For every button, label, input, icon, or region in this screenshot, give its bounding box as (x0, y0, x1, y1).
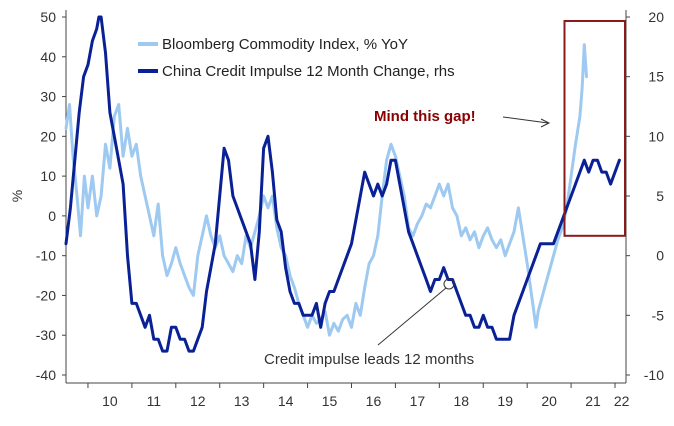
right-y-tick-label: 10 (648, 128, 664, 144)
left-y-tick-label: 30 (40, 89, 56, 105)
legend-label-bloomberg: Bloomberg Commodity Index, % YoY (162, 36, 408, 53)
legend: Bloomberg Commodity Index, % YoY China C… (138, 36, 455, 80)
right-y-axis-ticks: 20 15 10 5 0 -5 -10 (626, 9, 664, 383)
series-line-china-credit-impulse (64, 15, 621, 353)
x-tick-label: 12 (190, 393, 206, 409)
x-tick-label: 10 (102, 393, 118, 409)
left-y-tick-label: 50 (40, 9, 56, 25)
credit-lead-annotation: Credit impulse leads 12 months (264, 351, 474, 368)
right-y-tick-label: 15 (648, 69, 664, 85)
x-axis-ticks: 10 11 12 13 14 15 16 17 18 19 20 21 22 (87, 383, 630, 409)
x-tick-label: 11 (147, 393, 162, 409)
x-tick-label: 22 (614, 393, 630, 409)
mind-gap-arrowhead (540, 118, 551, 128)
x-tick-label: 21 (585, 393, 601, 409)
left-y-tick-label: 10 (40, 168, 56, 184)
x-tick-label: 14 (278, 393, 294, 409)
mind-gap-annotation: Mind this gap! (374, 108, 476, 125)
left-y-axis-ticks: 50 40 30 20 10 0 -10 -20 -30 -40 (36, 9, 66, 383)
x-tick-label: 16 (366, 393, 382, 409)
series-line-bloomberg-commodity (64, 43, 588, 337)
right-y-tick-label: 20 (648, 9, 664, 25)
left-y-tick-label: -20 (36, 287, 56, 303)
x-tick-label: 17 (410, 393, 426, 409)
right-y-tick-label: -10 (644, 367, 664, 383)
left-y-tick-label: -10 (36, 248, 56, 264)
left-y-tick-label: 20 (40, 128, 56, 144)
x-tick-label: 20 (541, 393, 557, 409)
right-y-tick-label: -5 (652, 307, 665, 323)
left-y-axis-label: % (9, 190, 25, 202)
mind-gap-arrow (502, 116, 549, 124)
credit-lead-marker (443, 278, 455, 290)
left-y-tick-label: 0 (48, 208, 56, 224)
x-tick-label: 18 (454, 393, 470, 409)
credit-lead-pointer (377, 287, 447, 346)
highlight-box (563, 20, 626, 237)
x-tick-label: 15 (322, 393, 338, 409)
left-y-tick-label: -40 (36, 367, 56, 383)
right-y-tick-label: 5 (656, 188, 664, 204)
x-tick-label: 19 (497, 393, 513, 409)
legend-label-china: China Credit Impulse 12 Month Change, rh… (162, 63, 455, 80)
left-y-tick-label: 40 (40, 49, 56, 65)
x-tick-label: 13 (234, 393, 250, 409)
right-y-tick-label: 0 (656, 248, 664, 264)
left-y-tick-label: -30 (36, 327, 56, 343)
